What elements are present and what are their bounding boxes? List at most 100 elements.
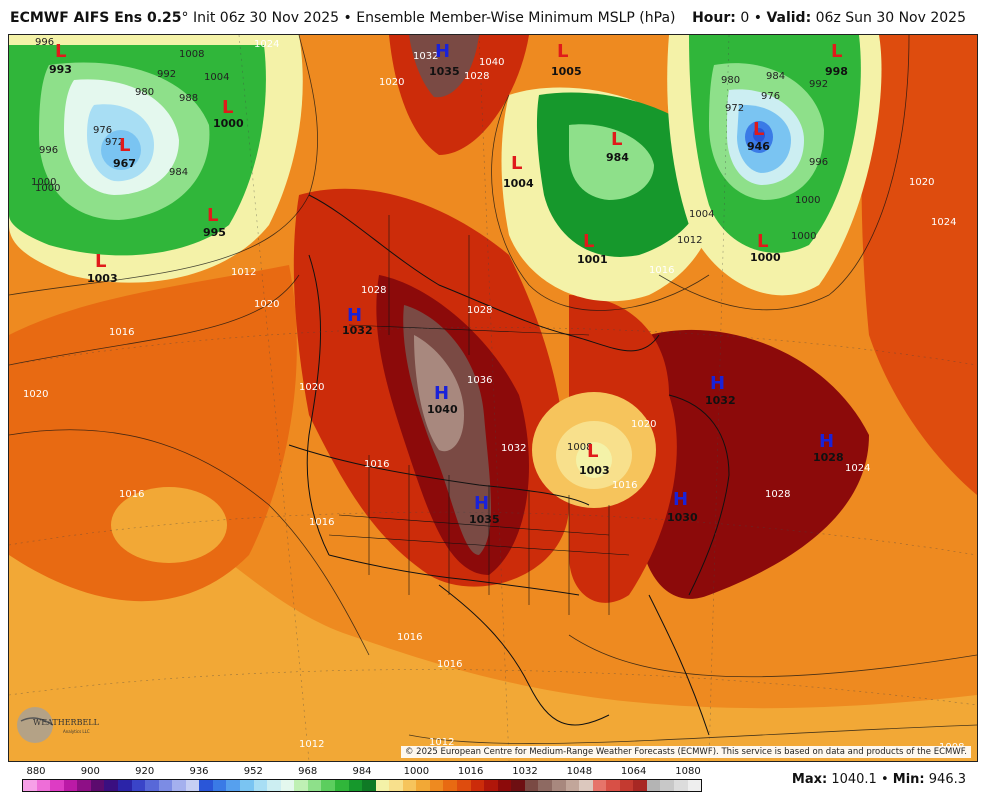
colorbar-swatch (362, 780, 376, 791)
isobar-label: 1008 (179, 49, 204, 60)
colorbar-swatch (253, 780, 268, 791)
isobar-label: 1020 (299, 382, 324, 393)
colorbar-swatch (416, 780, 430, 791)
isobar-6 (568, 634, 977, 678)
colorbar-swatch (145, 780, 159, 791)
maxmin-bullet: • (880, 772, 889, 787)
isobar-label: 1024 (931, 217, 956, 228)
svg-text:1028: 1028 (813, 451, 844, 464)
colorbar-swatch (212, 780, 227, 791)
east-coast (668, 394, 730, 596)
isobar-label: 1020 (23, 389, 48, 400)
isobar-label: 1016 (437, 659, 462, 670)
isobar-label: 1012 (429, 737, 454, 748)
max-value: 1040.1 (831, 772, 877, 787)
colorbar-label: 984 (352, 766, 372, 777)
colorbar-swatch (524, 780, 539, 791)
svg-text:984: 984 (606, 151, 629, 164)
isobar-1 (9, 35, 318, 296)
map-title: ECMWF AIFS Ens 0.25° Init 06z 30 Nov 202… (10, 10, 676, 26)
colorbar-swatch (199, 780, 213, 791)
colorbar-label: 952 (243, 766, 263, 777)
mslp-map[interactable]: 996 1008 1024 992 988 1004 1000 976 972 … (8, 34, 978, 762)
isobar-label: 1032 (413, 51, 438, 62)
svg-text:H: H (434, 383, 449, 404)
svg-text:L: L (557, 41, 568, 62)
degree-symbol: ° (181, 10, 189, 26)
svg-text:L: L (119, 135, 130, 156)
colorbar-swatch (402, 780, 417, 791)
isobar-label: 1012 (677, 235, 702, 246)
svg-text:L: L (831, 41, 842, 62)
svg-text:L: L (95, 251, 106, 272)
svg-text:1000: 1000 (213, 117, 244, 130)
svg-text:946: 946 (747, 140, 770, 153)
map-header: ECMWF AIFS Ens 0.25° Init 06z 30 Nov 202… (0, 0, 984, 34)
isobar-7 (408, 724, 977, 744)
isobar-label: 1000 (35, 183, 60, 194)
svg-text:H: H (710, 373, 725, 394)
isobar-4 (491, 94, 710, 311)
colorbar-swatch (457, 780, 471, 791)
colorbar-swatch (50, 780, 64, 791)
svg-text:1032: 1032 (705, 394, 736, 407)
pressure-center[interactable]: L 998 (825, 41, 848, 78)
isobar-label: 1024 (845, 463, 870, 474)
isobar-label: 1016 (649, 265, 674, 276)
svg-text:1032: 1032 (342, 324, 373, 337)
isobar-label: 1032 (501, 443, 526, 454)
copyright-notice: © 2025 European Centre for Medium-Range … (400, 746, 971, 758)
isobar-label: 988 (179, 93, 198, 104)
colorbar-label: 1080 (675, 766, 701, 777)
svg-text:L: L (587, 441, 598, 462)
colorbar-swatch (36, 780, 51, 791)
hudson-low-lightgreen (569, 124, 654, 200)
model-name: ECMWF AIFS Ens 0.25 (10, 10, 182, 26)
isobar-label: 980 (721, 75, 740, 86)
pressure-center[interactable]: L 1004 (503, 153, 534, 190)
svg-text:H: H (819, 431, 834, 452)
isobar-5 (658, 35, 910, 311)
graticule (9, 35, 977, 761)
isobar-label: 1016 (309, 517, 334, 528)
svg-text:1040: 1040 (427, 403, 458, 416)
east-atlantic-red (861, 35, 977, 495)
pressure-center[interactable]: L 1005 (551, 41, 582, 78)
colorbar-label: 1032 (512, 766, 538, 777)
svg-text:L: L (222, 97, 233, 118)
colorbar-swatch (606, 780, 620, 791)
valid-label: Valid: (766, 10, 812, 26)
colorbar-swatches (22, 779, 702, 792)
colorbar-swatch (551, 780, 566, 791)
colorbar-swatch (511, 780, 525, 791)
isobar-label: 1028 (361, 285, 386, 296)
isobar-label: 1004 (689, 209, 714, 220)
colorbar-labels: 880 900 920 936 952 968 984 1000 1016 1032 1048 106… (22, 766, 702, 778)
isobar-labels: 996 1008 1024 992 988 1004 1000 976 972 … (23, 37, 964, 753)
hour-value: 0 (740, 10, 750, 26)
colorbar-swatch (674, 780, 688, 791)
svg-text:995: 995 (203, 226, 226, 239)
isobar-label: 1020 (909, 177, 934, 188)
colorbar-swatch (633, 780, 647, 791)
isobar-label: 1012 (299, 739, 324, 750)
svg-text:L: L (511, 153, 522, 174)
title-bullet: • (343, 10, 352, 26)
